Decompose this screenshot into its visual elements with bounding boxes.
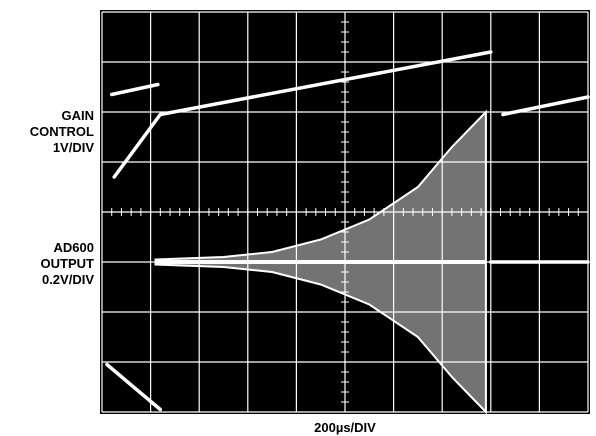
oscilloscope-screen (100, 10, 590, 414)
output-label-line-1: AD600 (53, 240, 94, 255)
ch2-trace-segment (105, 362, 163, 412)
gain-control-label: GAIN CONTROL 1V/DIV (30, 108, 94, 156)
traces (105, 50, 590, 414)
x-axis-label: 200µs/DIV (314, 420, 376, 435)
output-label-line-3: 0.2V/DIV (41, 272, 94, 287)
ch1-trace-segment (109, 82, 160, 97)
output-label-line-2: OUTPUT (40, 256, 94, 271)
ch1-trace-segment (501, 95, 590, 117)
gain-label-line-1: GAIN (61, 108, 95, 123)
gain-label-line-2: CONTROL (29, 124, 94, 139)
ch1-trace-segment (158, 50, 493, 117)
ad600-output-label: AD600 OUTPUT 0.2V/DIV (41, 240, 94, 288)
gain-label-line-3: 1V/DIV (52, 140, 94, 155)
ch1-trace-segment (112, 112, 163, 179)
